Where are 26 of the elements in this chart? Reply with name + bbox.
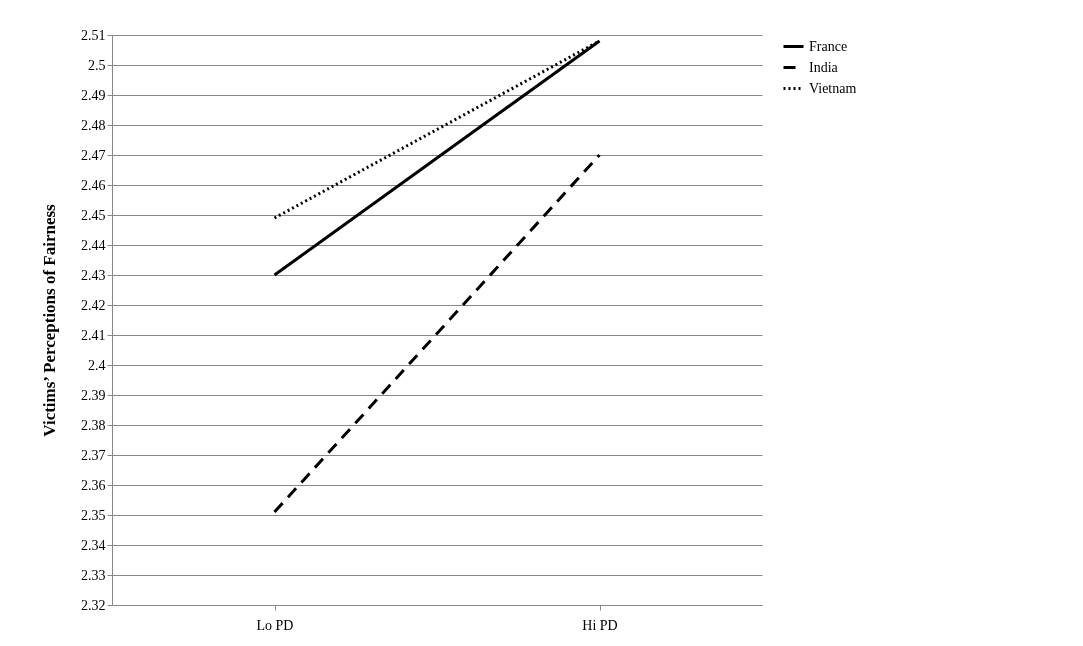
y-tick-label: 2.32	[81, 597, 106, 613]
y-tick-label: 2.44	[81, 237, 106, 253]
y-tick-label: 2.41	[81, 327, 106, 343]
y-tick-label: 2.4	[88, 357, 106, 373]
legend-label: Vietnam	[809, 80, 857, 96]
y-tick-label: 2.36	[81, 477, 106, 493]
y-axis-title: Victims’ Perceptions of Fairness	[40, 203, 59, 437]
x-tick-label: Hi PD	[582, 617, 618, 633]
y-tick-label: 2.42	[81, 297, 106, 313]
y-tick-label: 2.35	[81, 507, 106, 523]
y-tick-label: 2.33	[81, 567, 106, 583]
x-tick-label: Lo PD	[256, 617, 294, 633]
y-tick-label: 2.45	[81, 207, 106, 223]
y-tick-label: 2.37	[81, 447, 106, 463]
y-tick-label: 2.47	[81, 147, 106, 163]
y-tick-label: 2.51	[81, 27, 106, 43]
y-tick-label: 2.5	[88, 57, 106, 73]
y-tick-label: 2.43	[81, 267, 106, 283]
y-tick-label: 2.48	[81, 117, 106, 133]
y-tick-label: 2.34	[81, 537, 106, 553]
y-tick-label: 2.46	[81, 177, 106, 193]
y-tick-label: 2.39	[81, 387, 106, 403]
legend-label: France	[809, 38, 848, 54]
legend-label: India	[809, 59, 839, 75]
y-tick-label: 2.49	[81, 87, 106, 103]
y-tick-label: 2.38	[81, 417, 106, 433]
